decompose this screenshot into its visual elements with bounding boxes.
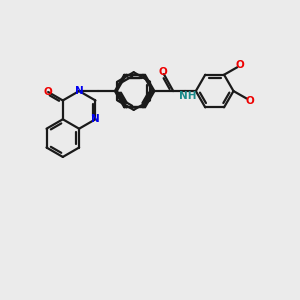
Text: O: O	[158, 67, 167, 77]
Text: O: O	[245, 95, 254, 106]
Text: NH: NH	[179, 91, 196, 101]
Text: O: O	[44, 87, 52, 97]
Text: O: O	[236, 60, 244, 70]
Text: N: N	[75, 86, 83, 96]
Text: N: N	[91, 114, 100, 124]
